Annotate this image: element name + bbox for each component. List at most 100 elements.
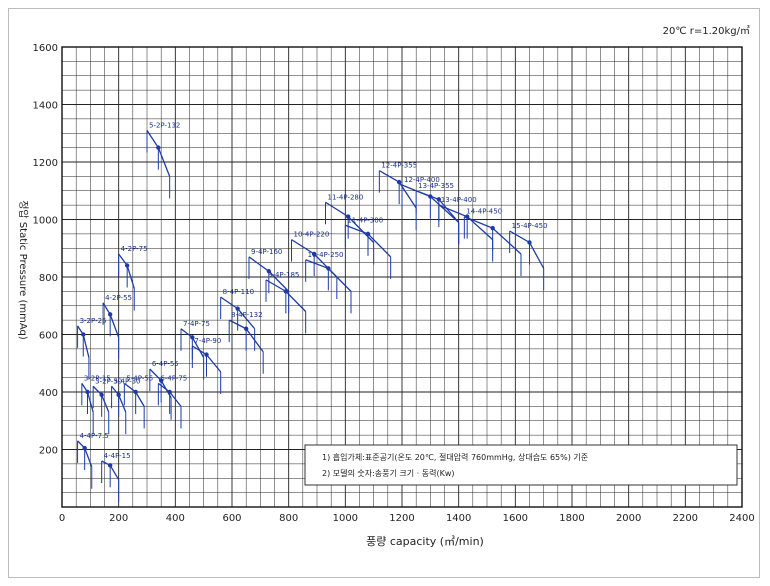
x-tick-label: 1000 xyxy=(333,513,358,524)
y-tick-label: 400 xyxy=(39,388,58,399)
series-label: 11-4P-280 xyxy=(328,193,364,201)
series-6-4P-55: 6-4P-55 xyxy=(149,360,179,420)
series-point xyxy=(107,463,113,468)
series-point xyxy=(107,312,113,317)
y-tick-label: 600 xyxy=(39,331,58,342)
series-label: 7-4P-75 xyxy=(183,320,210,328)
series-label: 10-4P-250 xyxy=(308,251,344,259)
series-4-2P-55: 4-2P-55 xyxy=(102,294,132,360)
series-line xyxy=(118,253,135,289)
series-label: 6-4P-55 xyxy=(152,360,179,368)
series-label: 5-2P-132 xyxy=(149,121,180,129)
series-point xyxy=(266,269,272,274)
series-label: 10-4P-220 xyxy=(294,231,330,239)
x-axis-label: 풍량 capacity (㎥/min) xyxy=(366,535,484,548)
series-label: 3-2P-25 xyxy=(80,317,107,325)
series-point xyxy=(527,240,532,245)
series-point xyxy=(124,263,130,268)
series-9-4P-160: 9-4P-160 xyxy=(248,248,290,314)
series-8-4P-110: 8-4P-110 xyxy=(220,288,256,351)
series-label: 3-2P-30 xyxy=(95,377,122,385)
series-point xyxy=(167,389,172,395)
series-label: 6-4P-75 xyxy=(160,374,187,382)
series-point xyxy=(116,392,121,398)
series-14-4P-450: 14-4P-450 xyxy=(463,208,522,276)
series-5-4P-30: 5-4P-30 xyxy=(111,377,141,435)
series-12-4P-355: 12-4P-355 xyxy=(378,162,417,230)
series-point xyxy=(190,335,195,340)
series-label: 12-4P-400 xyxy=(404,176,440,184)
series-line xyxy=(149,368,172,399)
series-point xyxy=(133,389,138,395)
series-8-4P-132: 8-4P-132 xyxy=(228,311,264,374)
series-4-4P-7.5: 4-4P-7.5 xyxy=(77,432,109,489)
series-label: 5-4P-55 xyxy=(126,374,153,382)
x-tick-label: 2000 xyxy=(616,513,641,524)
series-point xyxy=(158,378,164,383)
series-13-4P-400: 13-4P-400 xyxy=(438,196,494,262)
series-label: 5-4P-30 xyxy=(114,377,141,385)
series-label: 8-4P-132 xyxy=(231,311,262,319)
series-label: 13-4P-355 xyxy=(418,182,454,190)
y-axis-label: 정압 Static Pressure (mmAq) xyxy=(17,200,30,340)
series-label: 12-4P-355 xyxy=(381,162,417,170)
note-1: 1) 흡입가체:표준공기(온도 20℃, 절대압력 760mmHg, 상대습도 … xyxy=(322,452,588,462)
chart-series: 4-4P-7.5 4-4P-15 3-2P-15 3-2P-25 3-2P-30 4-2P… xyxy=(77,121,548,502)
series-point xyxy=(283,289,289,294)
series-4-2P-75: 4-2P-75 xyxy=(118,245,148,311)
series-5-2P-132: 5-2P-132 xyxy=(146,121,180,199)
series-label: 8-4P-110 xyxy=(223,288,254,296)
series-point xyxy=(156,145,161,150)
y-tick-label: 1200 xyxy=(33,158,58,169)
plot-border xyxy=(61,46,743,508)
series-15-4P-450: 15-4P-450 xyxy=(509,222,548,291)
chart-condition: 20℃ r=1.20kg/㎥ xyxy=(663,24,750,37)
series-label: 13-4P-400 xyxy=(441,196,477,204)
series-point xyxy=(436,197,442,202)
series-label: 3-2P-15 xyxy=(84,374,111,382)
x-tick-label: 1600 xyxy=(503,513,528,524)
series-point xyxy=(204,352,209,357)
series-point xyxy=(345,214,351,219)
series-label: 4-4P-7.5 xyxy=(80,432,109,440)
series-label: 11-4P-300 xyxy=(347,216,383,224)
x-tick-label: 200 xyxy=(109,513,128,524)
x-tick-label: 1400 xyxy=(446,513,471,524)
tick-labels: 0 200 400 600 800 1000 1200 1400 1600 1800 2000 220… xyxy=(33,43,755,524)
x-tick-label: 600 xyxy=(222,513,241,524)
y-tick-label: 1400 xyxy=(33,101,58,112)
series-3-2P-25: 3-2P-25 xyxy=(77,317,107,380)
series-4-4P-15: 4-4P-15 xyxy=(101,452,131,502)
series-point xyxy=(490,225,495,231)
series-point xyxy=(311,251,317,257)
series-10-4P-220: 10-4P-220 xyxy=(291,231,338,299)
series-label: 4-2P-75 xyxy=(121,245,148,253)
x-tick-label: 800 xyxy=(279,513,298,524)
x-tick-label: 0 xyxy=(59,513,65,524)
notes-box: 1) 흡입가체:표준공기(온도 20℃, 절대압력 760mmHg, 상대습도 … xyxy=(304,444,738,486)
y-tick-label: 800 xyxy=(39,273,58,284)
series-line xyxy=(92,385,110,413)
chart-grid xyxy=(61,46,743,508)
series-3-2P-30: 3-2P-30 xyxy=(92,377,122,435)
series-label: 4-2P-55 xyxy=(105,294,132,302)
series-label: 9-4P-185 xyxy=(268,271,299,279)
series-point xyxy=(85,389,90,395)
series-3-2P-15: 3-2P-15 xyxy=(81,374,111,435)
x-tick-label: 1800 xyxy=(559,513,584,524)
x-tick-label: 2200 xyxy=(673,513,698,524)
series-point xyxy=(365,231,371,237)
y-tick-label: 1600 xyxy=(33,43,58,54)
series-point xyxy=(99,392,104,398)
series-10-4P-250: 10-4P-250 xyxy=(305,251,352,314)
series-7-4P-90: 7-4P-90 xyxy=(191,337,221,394)
series-point xyxy=(396,179,402,185)
y-tick-label: 200 xyxy=(39,446,58,457)
series-label: 15-4P-450 xyxy=(512,222,548,230)
series-9-4P-185: 9-4P-185 xyxy=(265,271,307,334)
series-point xyxy=(326,266,331,271)
series-point xyxy=(235,306,240,311)
x-tick-label: 400 xyxy=(166,513,185,524)
series-11-4P-280: 11-4P-280 xyxy=(325,193,375,265)
series-5-4P-55: 5-4P-55 xyxy=(123,374,153,429)
